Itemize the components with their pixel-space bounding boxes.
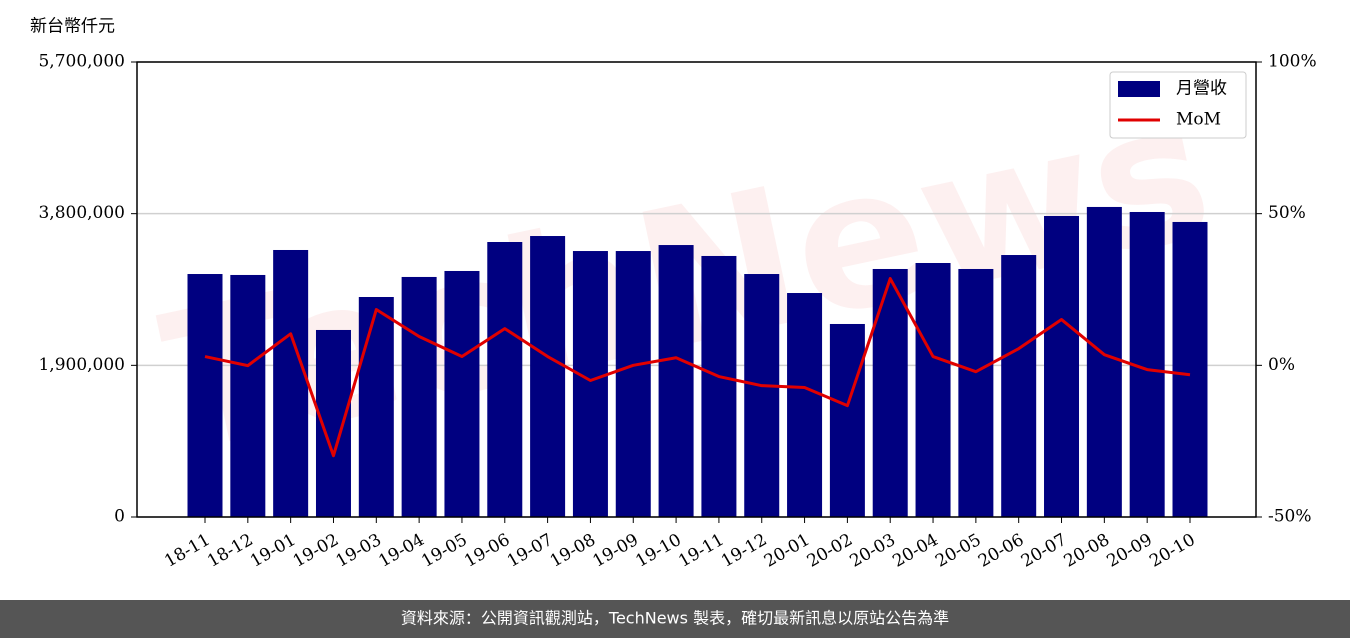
bar [615,251,651,517]
x-tick-label: 19-10 [632,530,684,572]
y-tick-label: 5,700,000 [38,52,125,72]
x-tick-label: 19-04 [375,530,427,572]
bar [1086,206,1122,517]
y-tick-label: 0 [114,507,125,527]
bar [487,242,523,517]
bar [958,268,994,517]
bar [187,274,223,517]
bar [230,274,266,517]
legend-label: MoM [1176,110,1221,130]
y-tick-label: 1,900,000 [38,355,125,375]
x-tick-label: 19-02 [290,530,342,572]
bar [1001,255,1037,517]
x-tick-label: 19-01 [247,530,299,572]
bar [829,323,865,517]
bar [273,249,309,517]
bar [572,251,608,517]
bar [1044,215,1080,518]
bar [358,297,394,517]
x-tick-label: 19-03 [333,530,385,572]
x-tick-label: 20-09 [1103,530,1155,572]
y2-tick-label: 0% [1268,355,1295,375]
bar [658,245,694,517]
y2-tick-label: -50% [1268,507,1312,527]
plot-frame [136,61,1257,518]
x-tick-label: 20-04 [889,530,941,572]
x-tick-label: 19-08 [547,530,599,572]
x-tick-label: 18-12 [204,530,256,572]
bar [787,293,823,517]
x-tick-label: 19-11 [675,530,727,572]
x-tick-label: 19-07 [504,530,556,572]
legend-label: 月營收 [1176,79,1227,99]
x-tick-label: 20-05 [932,530,984,572]
y2-tick-label: 50% [1268,203,1306,223]
line [204,277,1191,458]
bar [1172,221,1208,517]
x-tick-label: 19-05 [418,530,470,572]
x-tick-label: 19-06 [461,530,513,572]
x-tick-label: 20-01 [761,530,813,572]
bar [701,255,737,517]
bar [401,276,437,517]
footer-bar [0,600,1350,638]
y-tick-label: 3,800,000 [38,203,125,223]
x-tick-label: 19-12 [718,530,770,572]
y-unit-label: 新台幣仟元 [30,17,115,37]
x-tick-label: 19-09 [590,530,642,572]
x-tick-label: 20-06 [975,530,1027,572]
x-tick-label: 20-10 [1146,530,1198,572]
bar [530,236,566,517]
bar [915,262,951,517]
y2-tick-label: 100% [1268,52,1317,72]
x-tick-label: 18-11 [161,530,213,572]
bar [444,270,480,517]
bar [872,268,908,517]
bar [744,274,780,517]
legend-swatch [1118,81,1160,97]
source-note: 資料來源：公開資訊觀測站，TechNews 製表，確切最新訊息以原站公告為準 [401,609,949,628]
x-tick-label: 20-02 [804,530,856,572]
x-tick-label: 20-07 [1018,530,1070,572]
x-tick-label: 20-08 [1061,530,1113,572]
x-tick-label: 20-03 [847,530,899,572]
